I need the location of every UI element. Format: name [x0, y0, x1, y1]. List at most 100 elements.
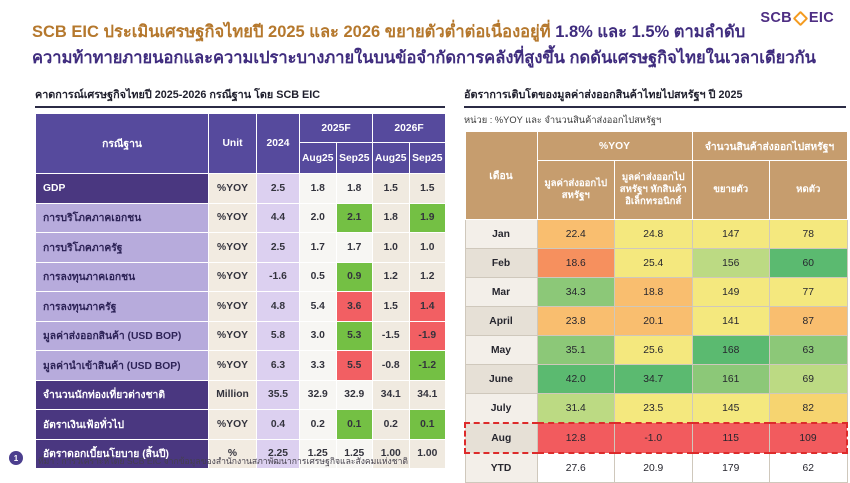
forecast-unit-cell: %YOY — [208, 409, 257, 440]
forecast-row: อัตราเงินเฟ้อทั่วไป %YOY 0.4 0.2 0.1 0.2 0.1 — [35, 409, 447, 440]
export-row: July 31.4 23.5 145 82 — [464, 393, 848, 424]
forecast-sep26-cell: 1.4 — [408, 291, 447, 322]
export-value-cell: 62 — [769, 452, 848, 483]
forecast-unit-cell: %YOY — [208, 350, 257, 381]
export-value-cell: 34.7 — [614, 364, 693, 394]
forecast-sep25-cell: 1.8 — [335, 173, 374, 204]
forecast-row: มูลค่าส่งออกสินค้า (USD BOP) %YOY 5.8 3.0 5.… — [35, 320, 447, 351]
export-value-cell: 179 — [691, 452, 770, 483]
forecast-sep25-cell: 2.1 — [335, 202, 374, 233]
forecast-aug25-cell: 1.7 — [299, 232, 337, 263]
forecast-row: การบริโภคภาคเอกชน %YOY 4.4 2.0 2.1 1.8 1.9 — [35, 202, 447, 233]
forecast-aug25-cell: 3.0 — [299, 320, 337, 351]
forecast-row-label: มูลค่าส่งออกสินค้า (USD BOP) — [35, 320, 209, 351]
forecast-aug25-cell: 1.25 — [299, 438, 337, 469]
forecast-aug26-cell: 0.2 — [372, 409, 410, 440]
forecast-unit-cell: %YOY — [208, 291, 257, 322]
forecast-unit-cell: %YOY — [208, 261, 257, 292]
export-month-cell: Jan — [464, 219, 538, 249]
export-value-cell: 20.9 — [614, 452, 693, 483]
forecast-sep26-cell: 1.00 — [408, 438, 447, 469]
forecast-row-label: การลงทุนภาครัฐ — [35, 291, 209, 322]
export-value-cell: -1.0 — [614, 422, 693, 454]
forecast-table-body: GDP %YOY 2.5 1.8 1.8 1.5 1.5 การบริโภคภาคเอกชน%… — [35, 173, 447, 469]
scb-eic-logo: SCB EIC — [760, 10, 834, 26]
export-value-cell: 23.5 — [614, 393, 693, 424]
export-value-cell: 161 — [691, 364, 770, 394]
slide-title: SCB EIC ประเมินเศรษฐกิจไทยปี 2025 และ 20… — [32, 19, 832, 72]
export-row: Aug 12.8 -1.0 115 109 — [464, 422, 848, 454]
export-value-cell: 77 — [769, 277, 848, 307]
forecast-2024-cell: 4.4 — [256, 202, 300, 233]
col-header-month: เดือน — [464, 131, 538, 220]
forecast-panel: คาดการณ์เศรษฐกิจไทยปี 2025-2026 กรณีฐาน … — [35, 86, 447, 469]
export-value-cell: 18.6 — [536, 248, 615, 278]
forecast-row-label: อัตราดอกเบี้ยนโยบาย (สิ้นปี) — [35, 438, 209, 469]
forecast-sep26-cell: 0.1 — [408, 409, 447, 440]
forecast-2024-cell: 2.25 — [256, 438, 300, 469]
col-header-contracting: หดตัว — [769, 160, 848, 220]
export-value-cell: 109 — [769, 422, 848, 454]
export-value-cell: 23.8 — [536, 306, 615, 336]
export-month-cell: July — [464, 393, 538, 424]
col-header-unit: Unit — [208, 113, 257, 174]
title-line1-orange: SCB EIC ประเมินเศรษฐกิจไทยปี 2025 และ 20… — [32, 23, 556, 41]
forecast-sep25-cell: 32.9 — [335, 379, 374, 410]
forecast-row-label: จำนวนนักท่องเที่ยวต่างชาติ — [35, 379, 209, 410]
col-header-scenario: กรณีฐาน — [35, 113, 209, 174]
col-header-sep25: Sep25 — [335, 142, 374, 174]
forecast-row: การลงทุนภาครัฐ %YOY 4.8 5.4 3.6 1.5 1.4 — [35, 291, 447, 322]
forecast-aug25-cell: 2.0 — [299, 202, 337, 233]
export-month-cell: June — [464, 364, 538, 394]
forecast-row: GDP %YOY 2.5 1.8 1.8 1.5 1.5 — [35, 173, 447, 204]
export-row: Feb 18.6 25.4 156 60 — [464, 248, 848, 278]
forecast-aug26-cell: 1.0 — [372, 232, 410, 263]
export-value-cell: 35.1 — [536, 335, 615, 365]
forecast-sep25-cell: 5.5 — [335, 350, 374, 381]
col-header-2025f: 2025F — [298, 113, 374, 143]
export-panel-title: อัตราการเติบโตของมูลค่าส่งออกสินค้าไทยไป… — [464, 86, 846, 108]
forecast-panel-title: คาดการณ์เศรษฐกิจไทยปี 2025-2026 กรณีฐาน … — [35, 86, 445, 108]
export-value-cell: 25.6 — [614, 335, 693, 365]
forecast-sep26-cell: 1.0 — [408, 232, 447, 263]
col-group-yoy: %YOY — [536, 131, 693, 161]
logo-eic-text: EIC — [808, 10, 834, 26]
forecast-row: มูลค่านำเข้าสินค้า (USD BOP) %YOY 6.3 3.3 5.… — [35, 350, 447, 381]
export-value-cell: 69 — [769, 364, 848, 394]
forecast-aug25-cell: 5.4 — [299, 291, 337, 322]
forecast-aug26-cell: 34.1 — [372, 379, 410, 410]
forecast-sep25-cell: 3.6 — [335, 291, 374, 322]
forecast-aug26-cell: -1.5 — [372, 320, 410, 351]
forecast-sep25-cell: 5.3 — [335, 320, 374, 351]
export-value-cell: 31.4 — [536, 393, 615, 424]
export-table-body: Jan 22.4 24.8 147 78 Feb 18.6 25.4 156 60 Mar 34.3 1… — [464, 219, 848, 483]
forecast-table: กรณีฐาน Unit 2024 2025F 2026F Aug25 Sep2… — [35, 113, 447, 469]
export-value-cell: 18.8 — [614, 277, 693, 307]
export-value-cell: 141 — [691, 306, 770, 336]
export-value-cell: 12.8 — [536, 422, 615, 454]
forecast-unit-cell: %YOY — [208, 320, 257, 351]
forecast-unit-cell: % — [208, 438, 257, 469]
forecast-unit-cell: %YOY — [208, 202, 257, 233]
export-value-cell: 20.1 — [614, 306, 693, 336]
title-line2: ความท้าทายภายนอกและความเปราะบางภายในบนข้… — [32, 49, 816, 68]
export-month-cell: Aug — [464, 422, 538, 454]
col-group-count: จำนวนสินค้าส่งออกไปสหรัฐฯ — [691, 131, 848, 161]
forecast-row: การลงทุนภาคเอกชน %YOY -1.6 0.5 0.9 1.2 1.2 — [35, 261, 447, 292]
export-row: Jan 22.4 24.8 147 78 — [464, 219, 848, 249]
forecast-row-label: มูลค่านำเข้าสินค้า (USD BOP) — [35, 350, 209, 381]
forecast-aug26-cell: -0.8 — [372, 350, 410, 381]
export-value-cell: 63 — [769, 335, 848, 365]
export-value-cell: 147 — [691, 219, 770, 249]
export-month-cell: Mar — [464, 277, 538, 307]
col-header-2026f: 2026F — [372, 113, 447, 143]
forecast-aug26-cell: 1.5 — [372, 173, 410, 204]
forecast-aug25-cell: 0.5 — [299, 261, 337, 292]
col-header-aug25: Aug25 — [299, 142, 337, 174]
forecast-sep25-cell: 0.9 — [335, 261, 374, 292]
col-header-expanding: ขยายตัว — [691, 160, 770, 220]
export-value-cell: 78 — [769, 219, 848, 249]
forecast-sep26-cell: 1.2 — [408, 261, 447, 292]
forecast-row: การบริโภคภาครัฐ %YOY 2.5 1.7 1.7 1.0 1.0 — [35, 232, 447, 263]
forecast-2024-cell: 4.8 — [256, 291, 300, 322]
